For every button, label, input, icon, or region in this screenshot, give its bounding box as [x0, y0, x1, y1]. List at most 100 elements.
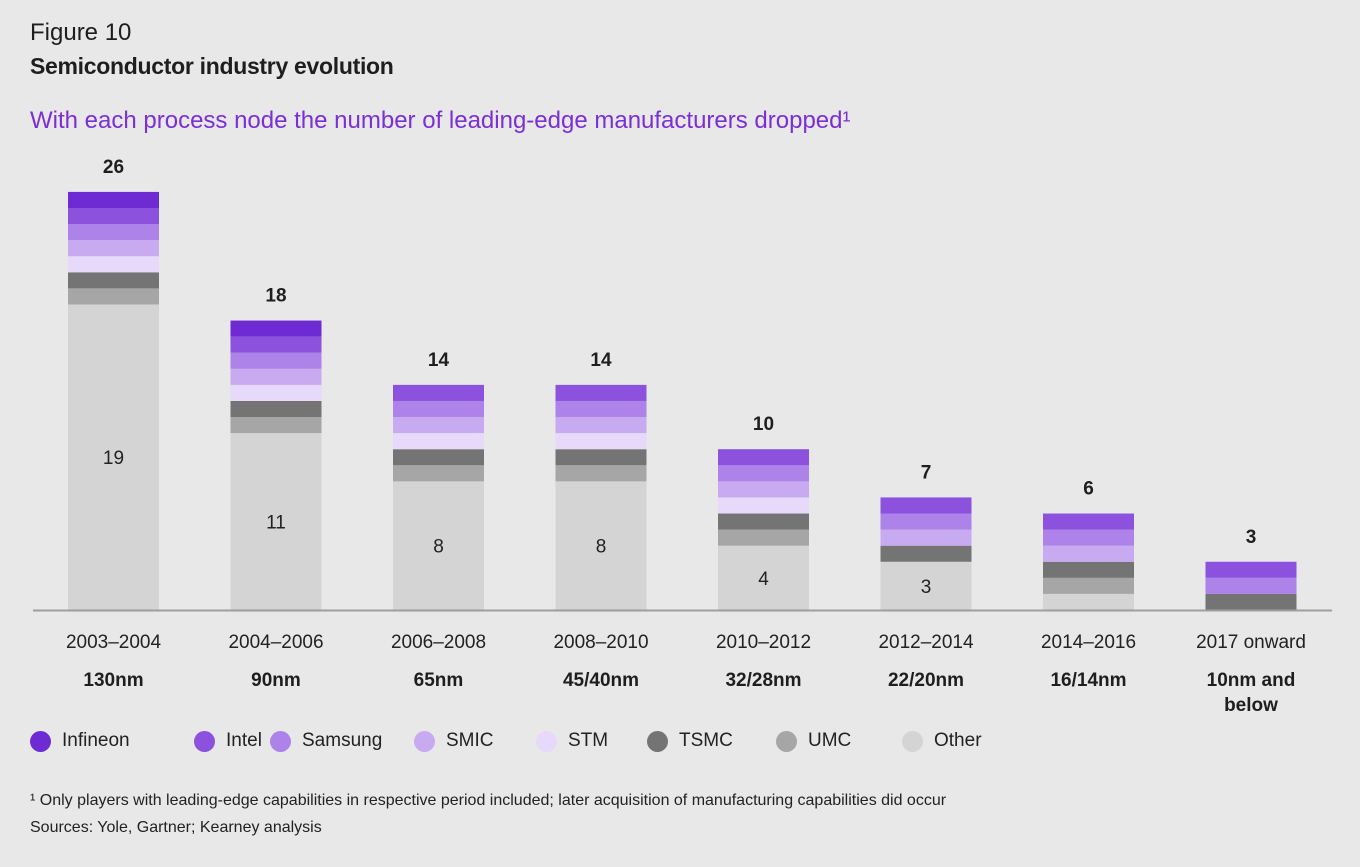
bar-total-label: 7: [921, 462, 932, 483]
bar-segment-umc-0: [68, 288, 159, 305]
chart-subtitle: With each process node the number of lea…: [30, 107, 851, 134]
legend-label: TSMC: [679, 730, 733, 751]
bar-segment-samsung-1: [230, 352, 322, 369]
bar-total-label: 14: [590, 350, 612, 371]
bar-segment-samsung-3: [555, 400, 647, 418]
bar-total-label: 3: [1246, 527, 1257, 548]
bar-segment-intel-1: [230, 336, 322, 353]
legend-swatch: [536, 730, 557, 752]
bar-segment-intel-5: [880, 497, 972, 514]
x-tick-sublabel: 22/20nm: [888, 670, 964, 691]
bar-segment-smic-3: [555, 417, 647, 434]
footnote: ¹ Only players with leading-edge capabil…: [30, 792, 947, 809]
legend-label: STM: [568, 730, 609, 751]
legend-swatch: [414, 730, 435, 752]
bar-segment-tsmc-7: [1205, 593, 1297, 610]
legend-swatch: [776, 730, 797, 752]
x-tick-label: 2012–2014: [878, 632, 974, 653]
bar-segment-intel-2: [393, 384, 484, 401]
bar-segment-infineon-1: [230, 320, 322, 337]
other-value-label: 11: [266, 513, 286, 534]
bar-segment-intel-4: [718, 449, 809, 466]
bar-segment-smic-1: [230, 368, 322, 385]
bar-segment-umc-4: [718, 529, 809, 546]
bar-segment-stm-0: [68, 256, 159, 273]
legend-item-stm: STM: [536, 730, 647, 752]
legend-item-samsung: Samsung: [270, 730, 414, 752]
bar-total-label: 14: [428, 350, 450, 371]
bar-total-label: 6: [1083, 479, 1094, 500]
legend-item-other: Other: [902, 730, 1012, 752]
bar-segment-umc-6: [1043, 577, 1134, 594]
other-value-label: 8: [433, 537, 444, 558]
legend-label: Samsung: [302, 730, 383, 751]
legend-item-umc: UMC: [776, 730, 902, 752]
legend-label: SMIC: [446, 730, 494, 751]
legend-label: Intel: [226, 730, 262, 751]
bar-segment-samsung-7: [1205, 577, 1297, 594]
bar-segment-other-2: [393, 481, 484, 610]
bar-segment-samsung-4: [718, 465, 809, 482]
figure-label: Figure 10: [30, 19, 132, 46]
legend-label: Infineon: [62, 730, 130, 751]
chart-legend: Infineon Intel Samsung SMIC STM TSMC UMC Other: [30, 730, 1012, 752]
other-value-label: 8: [596, 537, 607, 558]
bar-segment-umc-3: [555, 465, 647, 482]
x-tick-sublabel: 90nm: [251, 670, 301, 691]
bar-total-label: 10: [753, 414, 774, 435]
bar-segment-other-5: [880, 561, 972, 610]
x-tick-label: 2006–2008: [391, 632, 486, 653]
x-tick-label: 2014–2016: [1041, 632, 1136, 653]
bar-segment-smic-5: [880, 529, 972, 546]
bar-segment-intel-0: [68, 208, 159, 225]
bar-segment-tsmc-0: [68, 272, 159, 289]
x-tick-sublabel: 130nm: [83, 670, 143, 691]
bar-segment-other-0: [68, 304, 159, 610]
bar-segment-samsung-5: [880, 513, 972, 530]
x-tick-label: 2010–2012: [716, 632, 811, 653]
x-tick-sublabel: 10nm and below: [1207, 670, 1296, 716]
other-value-label: 4: [758, 569, 769, 590]
bar-segment-other-1: [230, 433, 322, 610]
x-tick-label: 2008–2010: [553, 632, 648, 653]
bar-segment-other-4: [718, 545, 809, 610]
other-value-label: 3: [921, 577, 932, 598]
bar-segment-tsmc-5: [880, 545, 972, 562]
bar-segment-stm-3: [555, 433, 647, 450]
legend-item-intel: Intel: [194, 730, 270, 752]
stacked-bar-chart: 19 26 2003–2004 130nm 11 18 2004–2006 90nm 8 14 20…: [33, 157, 1332, 716]
legend-item-smic: SMIC: [414, 730, 536, 752]
bar-total-label: 26: [103, 157, 124, 178]
bar-segment-stm-2: [393, 433, 484, 450]
x-tick-sublabel: 65nm: [414, 670, 464, 691]
bar-segment-other-6: [1043, 593, 1134, 610]
bar-segment-smic-4: [718, 481, 809, 498]
bar-segment-intel-7: [1205, 561, 1297, 578]
bar-segment-tsmc-6: [1043, 561, 1134, 578]
bar-segment-stm-4: [718, 497, 809, 514]
legend-swatch: [647, 730, 668, 752]
bar-segment-smic-6: [1043, 545, 1134, 562]
x-tick-sublabel: 45/40nm: [563, 670, 639, 691]
legend-swatch: [902, 730, 923, 752]
bar-segment-tsmc-4: [718, 513, 809, 530]
bar-segment-other-3: [555, 481, 647, 610]
bar-segment-tsmc-3: [555, 449, 647, 466]
legend-swatch: [270, 730, 291, 752]
legend-swatch: [194, 730, 215, 752]
chart-title: Semiconductor industry evolution: [30, 53, 394, 79]
bar-total-label: 18: [265, 286, 286, 307]
legend-label: Other: [934, 730, 982, 751]
bar-segment-samsung-6: [1043, 529, 1134, 546]
bar-segment-samsung-2: [393, 400, 484, 418]
bar-segment-tsmc-2: [393, 449, 484, 466]
bar-segment-stm-1: [230, 384, 322, 401]
bar-segment-umc-1: [230, 417, 322, 434]
bar-segment-samsung-0: [68, 224, 159, 241]
bar-segment-intel-6: [1043, 513, 1134, 530]
x-tick-label: 2017 onward: [1196, 632, 1306, 653]
x-tick-sublabel: 16/14nm: [1050, 670, 1126, 691]
bar-segment-infineon-0: [68, 191, 159, 208]
x-tick-label: 2004–2006: [228, 632, 323, 653]
legend-swatch: [30, 730, 51, 752]
